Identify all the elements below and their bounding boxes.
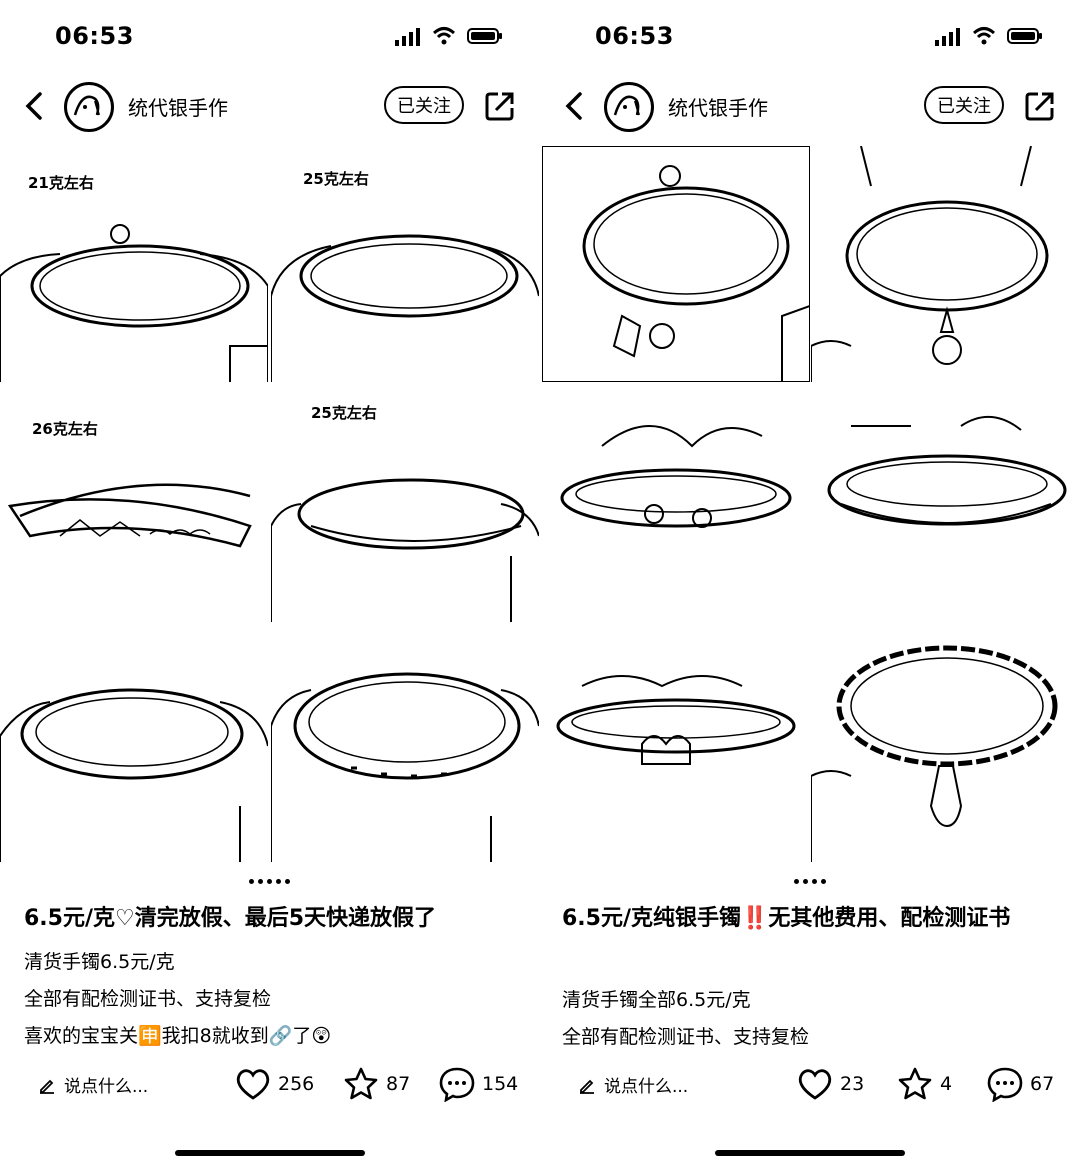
divider	[539, 0, 540, 1168]
weight-label: 25克左右	[303, 170, 369, 188]
battery-icon	[1007, 28, 1042, 44]
post-description-line: 喜欢的宝宝关🈸我扣8就收到🔗了😲	[24, 1025, 332, 1047]
left-post-screen: 06:53 统代银手作 已关注 21克左右 25克左右 26克左右 25克左右	[0, 0, 539, 1168]
pencil-icon	[580, 1079, 594, 1094]
bangle-photo[interactable]	[811, 146, 1079, 382]
like-button[interactable]: 23	[796, 1066, 864, 1102]
status-bar: 06:53	[540, 18, 1079, 54]
comment-button[interactable]: 154	[438, 1066, 518, 1102]
comment-count: 154	[482, 1073, 519, 1095]
comment-bubble-icon	[439, 1067, 475, 1102]
bangle-photo[interactable]	[0, 626, 268, 862]
bangle-photo[interactable]: 21克左右	[0, 146, 268, 382]
bangle-photo[interactable]	[271, 626, 539, 862]
bangle-photo[interactable]: 25克左右	[271, 386, 539, 622]
home-indicator[interactable]	[174, 1150, 365, 1156]
collect-count: 87	[386, 1073, 411, 1095]
post-description-line: 清货手镯6.5元/克	[24, 951, 175, 973]
bangle-photo[interactable]	[811, 626, 1079, 862]
comment-placeholder: 说点什么...	[604, 1077, 689, 1097]
wifi-icon	[432, 27, 456, 45]
collect-count: 4	[940, 1073, 953, 1095]
weight-label: 26克左右	[32, 420, 98, 438]
author-avatar[interactable]	[64, 82, 114, 132]
bangle-photo[interactable]	[542, 386, 810, 622]
right-post-screen: 06:53 统代银手作 已关注 6.5元/克纯银	[540, 0, 1079, 1168]
weight-label: 21克左右	[28, 174, 94, 192]
post-description-line: 全部有配检测证书、支持复检	[24, 988, 272, 1010]
share-icon[interactable]	[484, 90, 516, 122]
signal-icon	[935, 28, 960, 46]
comment-button[interactable]: 67	[986, 1066, 1054, 1102]
collect-button[interactable]: 4	[896, 1066, 952, 1102]
author-avatar[interactable]	[604, 82, 654, 132]
post-title: 6.5元/克纯银手镯‼️无其他费用、配检测证书	[562, 906, 1011, 931]
share-icon[interactable]	[1024, 90, 1056, 122]
status-time: 06:53	[595, 22, 674, 50]
heart-icon	[236, 1069, 270, 1100]
post-header: 统代银手作 已关注	[540, 78, 1079, 134]
author-name[interactable]: 统代银手作	[128, 96, 228, 120]
like-button[interactable]: 256	[234, 1066, 314, 1102]
star-icon	[898, 1067, 932, 1100]
like-count: 256	[278, 1073, 315, 1095]
author-name[interactable]: 统代银手作	[668, 96, 768, 120]
bangle-photo[interactable]	[811, 386, 1079, 622]
engagement-bar: 说点什么... 23 4 67	[540, 1062, 1079, 1106]
follow-button[interactable]: 已关注	[924, 86, 1004, 124]
bangle-photo[interactable]	[542, 626, 810, 862]
like-count: 23	[840, 1073, 865, 1095]
wifi-icon	[972, 27, 996, 45]
heart-icon	[798, 1069, 832, 1100]
home-indicator[interactable]	[714, 1150, 905, 1156]
comment-input[interactable]: 说点什么...	[578, 1072, 688, 1097]
post-description-line: 全部有配检测证书、支持复检	[562, 1026, 810, 1048]
comment-placeholder: 说点什么...	[64, 1077, 149, 1097]
post-header: 统代银手作 已关注	[0, 78, 539, 134]
back-arrow-icon[interactable]	[560, 90, 588, 122]
comment-count: 67	[1030, 1073, 1055, 1095]
back-arrow-icon[interactable]	[20, 90, 48, 122]
bangle-photo[interactable]: 26克左右	[0, 386, 268, 622]
weight-label: 25克左右	[311, 404, 377, 422]
comment-bubble-icon	[987, 1067, 1023, 1102]
collect-button[interactable]: 87	[342, 1066, 410, 1102]
carousel-indicator	[540, 876, 1079, 887]
bangle-photo[interactable]	[542, 146, 810, 382]
battery-icon	[467, 28, 502, 44]
comment-input[interactable]: 说点什么...	[38, 1072, 148, 1097]
star-icon	[344, 1067, 378, 1100]
follow-button[interactable]: 已关注	[384, 86, 464, 124]
post-description-line: 清货手镯全部6.5元/克	[562, 989, 751, 1011]
bangle-photo[interactable]: 25克左右	[271, 146, 539, 382]
carousel-indicator	[0, 876, 539, 887]
status-bar: 06:53	[0, 18, 539, 54]
post-title: 6.5元/克♡清完放假、最后5天快递放假了	[24, 906, 437, 931]
product-image-grid[interactable]: 21克左右 25克左右 26克左右 25克左右	[0, 146, 539, 866]
engagement-bar: 说点什么... 256 87 154	[0, 1062, 539, 1106]
signal-icon	[395, 28, 420, 46]
pencil-icon	[40, 1079, 54, 1094]
status-time: 06:53	[55, 22, 134, 50]
product-image-grid[interactable]	[540, 146, 1079, 866]
